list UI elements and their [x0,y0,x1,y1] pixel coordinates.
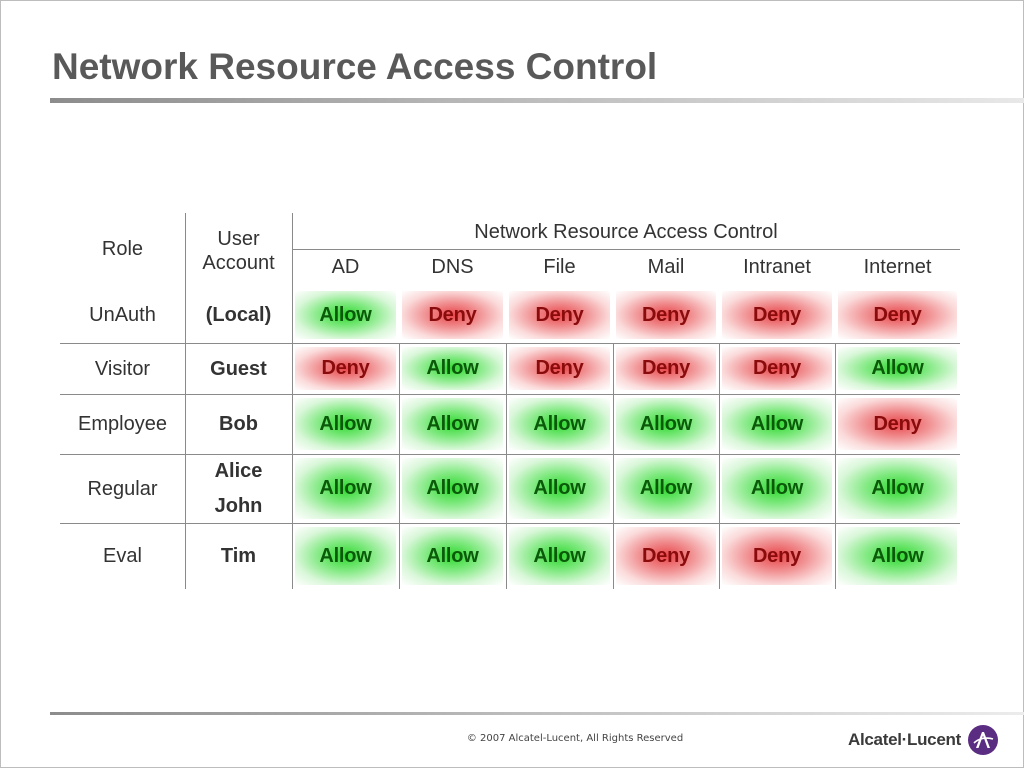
access-control-table: Role User Account Network Resource Acces… [60,213,960,589]
permission-dns-allow: Allow [402,527,503,585]
permission-intranet-deny: Deny [722,291,832,339]
column-divider [399,343,400,589]
permission-internet-deny: Deny [838,291,957,339]
column-header-file: File [543,256,576,278]
column-divider [506,343,507,589]
column-divider [835,343,836,589]
permission-internet-allow: Allow [838,527,957,585]
header-user-account: User Account [185,221,292,281]
column-header-intranet: Intranet [743,256,811,278]
user-name: John [214,495,263,517]
permission-intranet-deny: Deny [722,527,832,585]
slide-title: Network Resource Access Control [52,46,658,87]
user-name: Bob [219,413,258,435]
copyright-text: © 2007 Alcatel-Lucent, All Rights Reserv… [466,733,684,744]
permission-file-allow: Allow [509,527,610,585]
footer-rule [50,712,1024,715]
permission-mail-deny: Deny [616,291,716,339]
user-name: Tim [220,545,257,567]
header-role: Role [101,238,144,260]
permission-ad-deny: Deny [295,347,396,390]
role-cell: Eval [103,545,142,567]
role-cell: UnAuth [89,304,156,326]
permission-dns-allow: Allow [402,398,503,450]
role-cell: Visitor [94,357,151,380]
permission-dns-allow: Allow [402,458,503,519]
user-account-cell: Bob [185,394,292,454]
row-divider [60,394,960,395]
user-name: Guest [210,357,267,380]
title-rule [50,98,1024,103]
user-account-cell: Tim [185,523,292,589]
column-divider [185,213,186,589]
column-divider [719,343,720,589]
permission-ad-allow: Allow [295,398,396,450]
column-header-ad: AD [331,256,360,278]
user-account-cell: Guest [185,343,292,394]
user-account-cell: (Local) [185,287,292,343]
permission-ad-allow: Allow [295,527,396,585]
permission-internet-allow: Allow [838,347,957,390]
column-divider [613,343,614,589]
permission-internet-deny: Deny [838,398,957,450]
user-name: (Local) [205,304,272,326]
permission-intranet-allow: Allow [722,398,832,450]
user-name: Alice [214,460,263,482]
permission-mail-deny: Deny [616,347,716,390]
column-header-dns: DNS [431,256,474,278]
logo-text: Alcatel·Lucent [848,730,961,749]
alcatel-lucent-logo-icon [967,724,999,756]
role-cell: Regular [87,477,158,500]
row-divider [60,454,960,455]
row-divider [60,523,960,524]
role-cell: Employee [78,413,167,435]
header-user-account-line2: Account [202,252,275,274]
permission-file-allow: Allow [509,398,610,450]
permission-intranet-deny: Deny [722,347,832,390]
column-divider [292,213,293,589]
permission-ad-allow: Allow [295,458,396,519]
row-divider [60,343,960,344]
permission-dns-allow: Allow [402,347,503,390]
user-account-cell: Alice John [185,454,292,523]
header-user-account-line1: User [217,228,260,250]
permission-mail-allow: Allow [616,458,716,519]
column-header-mail: Mail [647,256,685,278]
permission-intranet-allow: Allow [722,458,832,519]
permission-file-deny: Deny [509,291,610,339]
permission-mail-deny: Deny [616,527,716,585]
company-logo: Alcatel·Lucent [848,724,999,756]
permission-ad-allow: Allow [295,291,396,339]
permission-file-allow: Allow [509,458,610,519]
column-header-internet: Internet [863,256,932,278]
permission-dns-deny: Deny [402,291,503,339]
permission-file-deny: Deny [509,347,610,390]
permission-internet-allow: Allow [838,458,957,519]
permission-mail-allow: Allow [616,398,716,450]
header-divider [292,249,960,250]
header-group: Network Resource Access Control [474,221,778,243]
